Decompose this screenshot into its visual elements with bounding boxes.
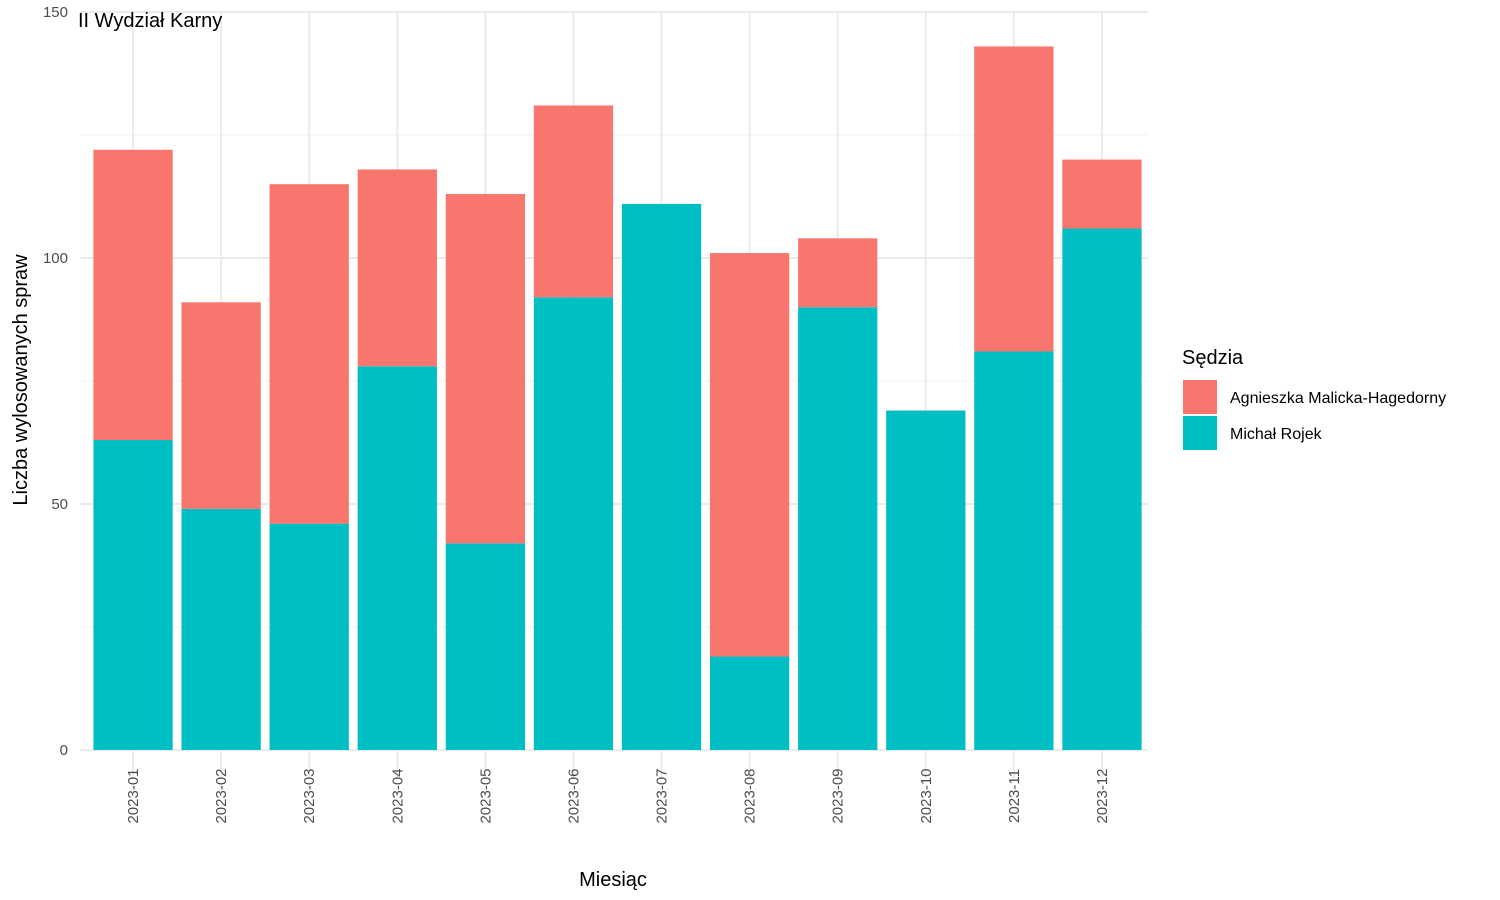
x-tick-label: 2023-12 — [1094, 768, 1111, 823]
bar-segment — [798, 307, 878, 750]
x-tick-label: 2023-04 — [389, 768, 406, 823]
y-tick-label: 150 — [43, 4, 68, 21]
y-tick-label: 0 — [60, 742, 68, 759]
y-tick-label: 100 — [43, 250, 68, 267]
bar-segment — [886, 410, 966, 750]
bar-segment — [798, 238, 878, 308]
x-axis-ticks: 2023-01 2023-02 2023-03 2023-04 2023-05 2023-… — [125, 768, 1111, 823]
x-tick-label: 2023-06 — [565, 768, 582, 823]
bar-segment — [621, 203, 702, 750]
x-tick-label: 2023-01 — [125, 768, 142, 823]
bar-segment — [533, 105, 614, 298]
x-axis-title: Miesiąc — [579, 869, 647, 891]
legend-title: Sędzia — [1182, 347, 1244, 369]
bar-segment — [1062, 228, 1142, 751]
legend-swatch — [1183, 416, 1217, 450]
x-tick-label: 2023-09 — [830, 768, 847, 823]
legend-label: Michał Rojek — [1230, 426, 1323, 443]
legend-swatch — [1183, 380, 1217, 414]
x-tick-label: 2023-05 — [477, 768, 494, 823]
bar-segment — [181, 508, 261, 750]
bar-segment — [445, 194, 526, 544]
bar-segment — [93, 149, 173, 441]
bar-segment — [533, 297, 614, 750]
x-tick-label: 2023-03 — [301, 768, 318, 823]
y-axis-title: Liczba wylosowanych spraw — [10, 254, 32, 506]
bar-segment — [357, 366, 437, 750]
bar-segment — [181, 302, 261, 509]
chart-title: II Wydział Karny — [78, 10, 222, 32]
bar-segment — [974, 351, 1054, 750]
x-tick-label: 2023-02 — [213, 768, 230, 823]
bar-segment — [269, 184, 349, 524]
legend: Sędzia Agnieszka Malicka-Hagedorny Michał… — [1182, 347, 1446, 450]
bar-segment — [445, 543, 526, 750]
bar-segment — [269, 523, 349, 750]
bars — [93, 46, 1142, 751]
x-tick-label: 2023-11 — [1006, 769, 1023, 823]
x-tick-label: 2023-10 — [918, 768, 935, 823]
y-axis-ticks: 0 50 100 150 — [43, 4, 68, 759]
bar-segment — [1062, 159, 1142, 229]
x-tick-label: 2023-07 — [654, 768, 671, 823]
bar-segment — [709, 656, 790, 750]
bar-segment — [974, 46, 1054, 352]
legend-label: Agnieszka Malicka-Hagedorny — [1230, 390, 1446, 407]
bar-segment — [709, 253, 790, 657]
y-tick-label: 50 — [51, 496, 68, 513]
bar-segment — [93, 440, 173, 750]
bar-segment — [357, 169, 437, 367]
x-tick-label: 2023-08 — [742, 768, 759, 823]
